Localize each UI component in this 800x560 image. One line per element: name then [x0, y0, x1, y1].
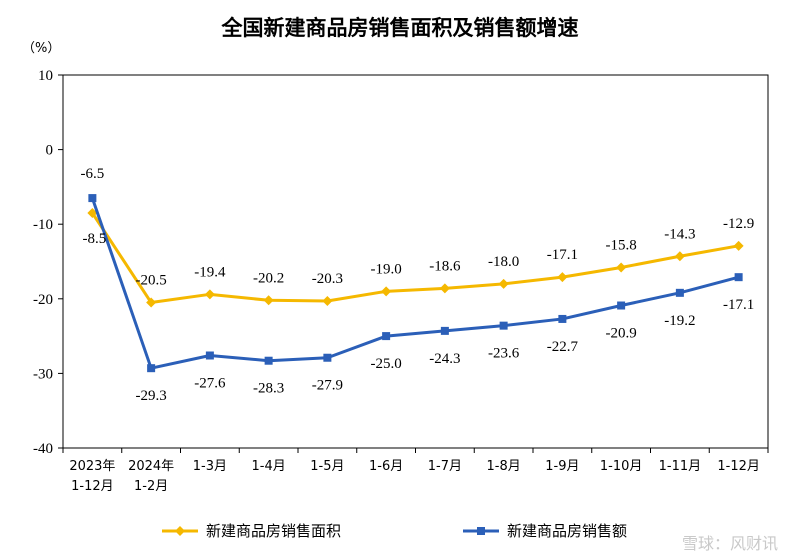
data-point	[204, 289, 215, 300]
data-label: -6.5	[81, 166, 105, 182]
chart-title: 全国新建商品房销售面积及销售额增速	[221, 16, 579, 40]
watermark: 雪球：风财讯	[681, 534, 778, 553]
data-point	[675, 288, 684, 297]
data-point	[557, 272, 568, 283]
legend-entry: 新建商品房销售额	[507, 522, 627, 540]
data-point	[88, 194, 97, 203]
data-label: -19.4	[194, 264, 226, 280]
series-line	[91, 212, 739, 305]
x-tick-label: 1-9月	[545, 459, 579, 474]
plot-frame	[62, 74, 769, 449]
y-axis-label: （%）	[22, 41, 60, 56]
data-point	[439, 283, 450, 294]
data-label: -28.3	[253, 381, 284, 397]
x-tick-label: 1-11月	[659, 459, 702, 474]
data-point	[499, 321, 508, 330]
data-label: -20.9	[606, 326, 637, 342]
data-point	[263, 295, 274, 306]
data-label: -18.0	[488, 254, 519, 270]
series-layer	[87, 194, 744, 373]
data-label: -20.5	[136, 273, 167, 289]
x-tick-label: 1-8月	[487, 459, 521, 474]
legend-entry: 新建商品房销售面积	[206, 522, 341, 540]
x-tick-label: 1-2月	[134, 479, 168, 494]
data-point	[381, 286, 392, 297]
x-tick-label: 1-7月	[428, 459, 462, 474]
data-point	[264, 356, 273, 365]
data-label: -23.6	[488, 346, 520, 362]
data-point	[323, 353, 332, 362]
data-point	[147, 364, 156, 373]
x-tick-label: 1-12月	[717, 459, 760, 474]
x-tick-label: 1-12月	[71, 479, 114, 494]
data-label: -17.1	[723, 297, 754, 313]
data-label: -20.2	[253, 270, 284, 286]
x-tick-label: 2023年	[69, 459, 115, 474]
y-tick-label: 0	[46, 143, 54, 159]
x-tick-label: 1-10月	[600, 459, 643, 474]
data-point	[616, 262, 627, 273]
legend-swatch-marker	[175, 526, 185, 536]
data-point	[440, 326, 449, 335]
data-label: -14.3	[664, 226, 695, 242]
y-tick-label: 10	[38, 68, 53, 84]
y-tick-label: -30	[33, 366, 53, 382]
data-point	[146, 297, 157, 308]
data-label: -12.9	[723, 216, 754, 232]
data-label: -29.3	[136, 388, 167, 404]
legend: 新建商品房销售面积 新建商品房销售额	[162, 522, 627, 540]
data-point	[498, 278, 509, 289]
data-label: -15.8	[606, 237, 637, 253]
axes: 10 0 -10 -20 -30 -40 （%） 2023年 1-12月 2024年 1-2月 1-3…	[22, 41, 769, 494]
data-point	[87, 208, 98, 219]
data-point	[558, 314, 567, 323]
x-tick-label: 1-3月	[193, 459, 227, 474]
series-line	[90, 197, 740, 370]
data-label: -8.5	[83, 231, 107, 247]
y-tick-label: -40	[33, 441, 53, 457]
data-point	[205, 351, 214, 360]
x-tick-label: 2024年	[128, 459, 174, 474]
data-point	[733, 240, 744, 251]
data-label: -25.0	[371, 356, 402, 372]
y-tick-label: -10	[33, 217, 53, 233]
data-label: -20.3	[312, 271, 343, 287]
data-point	[382, 332, 391, 341]
data-label: -19.2	[664, 313, 695, 329]
data-label: -17.1	[547, 247, 578, 263]
data-label: -19.0	[371, 261, 402, 277]
data-label: -18.6	[429, 258, 461, 274]
data-label: -24.3	[429, 351, 460, 367]
x-tick-label: 1-5月	[310, 459, 344, 474]
data-point	[674, 251, 685, 262]
data-point	[617, 301, 626, 310]
x-tick-label: 1-4月	[252, 459, 286, 474]
data-label: -22.7	[547, 339, 579, 355]
data-label: -27.6	[194, 375, 226, 391]
x-tick-label: 1-6月	[369, 459, 403, 474]
y-tick-label: -20	[33, 292, 53, 308]
data-labels: -8.5 -20.5 -19.4 -20.2 -20.3 -19.0 -18.6 -18.0 -…	[81, 166, 755, 404]
data-point	[734, 273, 743, 282]
data-point	[322, 296, 333, 307]
legend-swatch-marker	[477, 527, 485, 535]
data-label: -27.9	[312, 378, 343, 394]
